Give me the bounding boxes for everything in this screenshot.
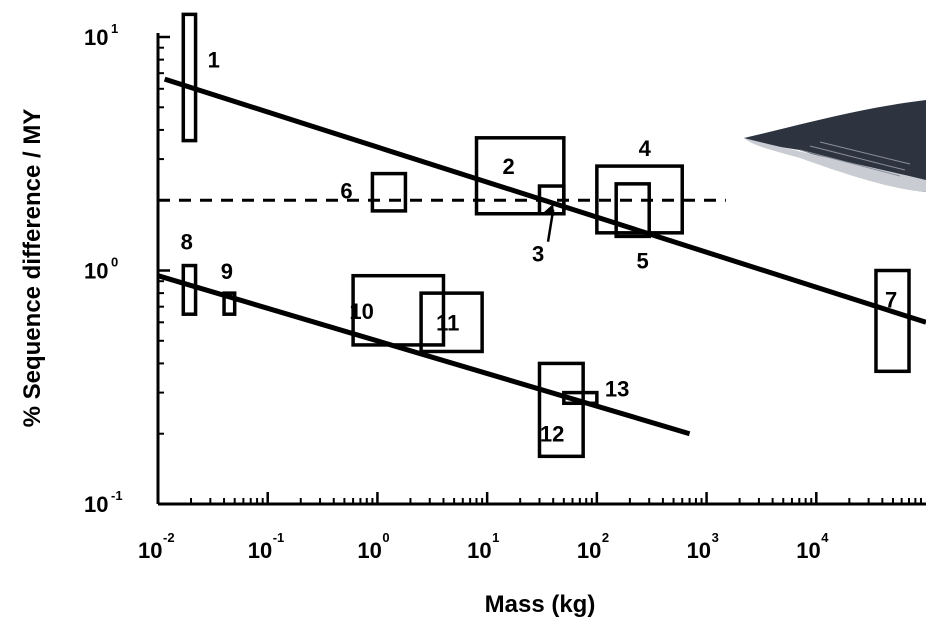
x-tick-label: 10	[687, 538, 711, 563]
box-label-8: 8	[181, 230, 193, 255]
x-tick-label: 10	[248, 538, 272, 563]
box-label-6: 6	[340, 179, 352, 204]
whale-illustration	[744, 100, 926, 192]
box-label-1: 1	[208, 48, 220, 73]
x-tick-label: 10	[796, 538, 820, 563]
box-label-9: 9	[221, 259, 233, 284]
fit-line-2	[158, 276, 690, 434]
y-tick-exponent: -1	[111, 488, 123, 503]
box-label-3: 3	[532, 242, 544, 267]
data-box-1	[183, 14, 195, 140]
x-tick-label: 10	[467, 538, 491, 563]
x-tick-exponent: 2	[602, 530, 609, 545]
box-label-12: 12	[540, 422, 564, 447]
x-tick-label: 10	[577, 538, 601, 563]
data-box-8	[183, 266, 195, 315]
x-tick-exponent: 1	[492, 530, 499, 545]
data-box-6	[372, 174, 405, 211]
box-label-11: 11	[436, 310, 459, 335]
x-tick-label: 10	[357, 538, 381, 563]
x-tick-exponent: 3	[712, 530, 719, 545]
y-tick-label: 10	[84, 25, 108, 50]
y-tick-exponent: 0	[111, 255, 118, 270]
y-tick-label: 10	[84, 259, 108, 284]
x-tick-exponent: 0	[382, 530, 389, 545]
x-tick-label: 10	[138, 538, 162, 563]
box-label-5: 5	[637, 248, 649, 273]
data-box-7	[876, 271, 909, 372]
y-tick-label: 10	[84, 492, 108, 517]
x-tick-exponent: -1	[273, 530, 285, 545]
box-label-2: 2	[502, 154, 514, 179]
box-label-13: 13	[605, 377, 629, 402]
x-tick-exponent: -2	[163, 530, 175, 545]
box-label-4: 4	[639, 136, 652, 161]
y-axis-title: % Sequence difference / MY	[19, 109, 46, 428]
x-axis-title: Mass (kg)	[485, 591, 596, 618]
x-tick-exponent: 4	[821, 530, 829, 545]
y-tick-exponent: 1	[111, 21, 118, 36]
box-label-7: 7	[885, 288, 897, 313]
box-label-10: 10	[349, 299, 373, 324]
fit-line-1	[165, 79, 926, 322]
